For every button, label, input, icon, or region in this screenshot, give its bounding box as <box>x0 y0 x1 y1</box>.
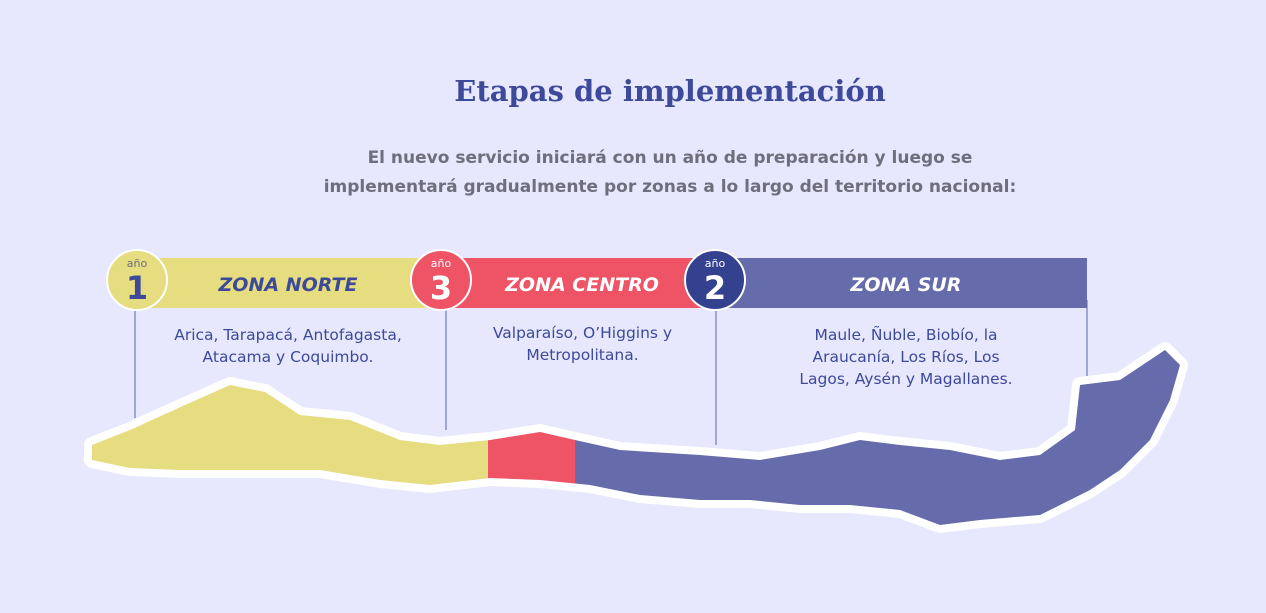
zone-regions: Maule, Ñuble, Biobío, la Araucanía, Los … <box>799 326 1013 388</box>
year-number: 1 <box>126 269 148 307</box>
year-badge <box>410 249 472 311</box>
year-number: 2 <box>704 269 726 307</box>
subtitle: El nuevo servicio iniciará con un año de… <box>323 148 1017 197</box>
bar-center <box>446 258 716 308</box>
year-label: año <box>705 257 726 270</box>
year-number: 3 <box>430 269 452 307</box>
zone-name: ZONA CENTRO <box>504 274 659 296</box>
bar-north <box>135 258 446 308</box>
zone-name: ZONA SUR <box>850 274 962 296</box>
zone-name: ZONA NORTE <box>218 274 358 296</box>
year-badge <box>106 249 168 311</box>
title: Etapas de implementación <box>454 74 886 108</box>
zone-regions: Arica, Tarapacá, Antofagasta, Atacama y … <box>174 326 402 366</box>
guide-lines <box>134 300 1088 445</box>
year-label: año <box>127 257 148 270</box>
zone-regions: Valparaíso, O’Higgins y Metropolitana. <box>492 324 673 364</box>
year-label: año <box>431 257 452 270</box>
year-badge <box>684 249 746 311</box>
bar-south <box>716 258 1087 308</box>
